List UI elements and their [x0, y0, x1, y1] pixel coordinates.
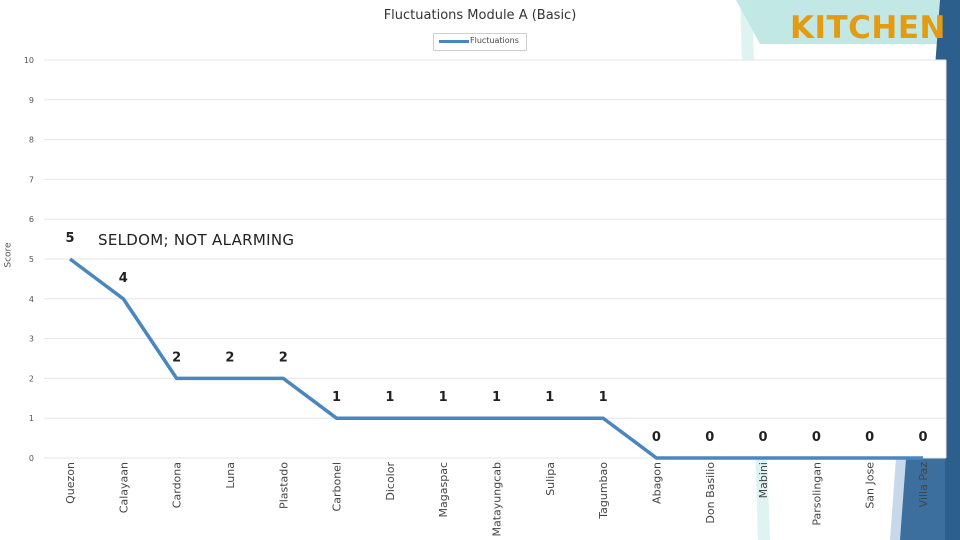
y-axis-label: Score: [3, 242, 14, 268]
y-tick-label: 1: [29, 414, 34, 423]
data-label: 1: [385, 390, 394, 405]
x-tick-label: Abagon: [650, 462, 663, 504]
data-label: 0: [652, 430, 661, 445]
y-tick-label: 6: [29, 215, 34, 224]
chart-title: Fluctuations Module A (Basic): [383, 8, 577, 23]
x-tick-label: Carbonel: [331, 462, 344, 511]
series-line-fluctuations: [68, 257, 923, 460]
x-tick-label: Calayaan: [117, 462, 130, 513]
data-label: 1: [492, 390, 501, 405]
data-label: 0: [759, 430, 768, 445]
annotation-text: SELDOM; NOT ALARMING: [98, 231, 295, 249]
data-label: 0: [918, 430, 927, 445]
y-tick-label: 0: [29, 454, 34, 463]
x-tick-label: Quezon: [64, 462, 77, 504]
data-label: 1: [439, 390, 448, 405]
y-tick-label: 7: [29, 175, 34, 184]
teal-accent-shape: [736, 0, 960, 44]
y-tick-label: 4: [29, 295, 34, 304]
data-label: 0: [865, 430, 874, 445]
x-tick-label: Villa Paz: [917, 462, 930, 508]
x-tick-label: Plastado: [277, 462, 290, 509]
x-tick-label: Don Basilio: [704, 462, 717, 524]
legend: Fluctuations: [433, 33, 527, 51]
data-label: 0: [705, 430, 714, 445]
x-tick-label: San Jose: [864, 462, 877, 509]
data-label: 4: [119, 271, 128, 286]
y-tick-label: 8: [29, 136, 34, 145]
data-label: 1: [599, 390, 608, 405]
x-tick-label: Dicolor: [384, 462, 397, 501]
x-tick-label: Matayungcab: [491, 462, 504, 537]
data-label: 0: [812, 430, 821, 445]
data-label: 5: [65, 231, 74, 246]
y-tick-label: 5: [29, 255, 34, 264]
x-tick-label: Tagumbao: [597, 462, 610, 520]
x-tick-label: Luna: [224, 462, 237, 489]
data-label: 2: [279, 350, 288, 365]
data-label: 2: [225, 350, 234, 365]
data-label: 1: [332, 390, 341, 405]
data-label: 1: [545, 390, 554, 405]
y-tick-label: 3: [29, 335, 34, 344]
data-label: 2: [172, 350, 181, 365]
legend-swatch: [439, 40, 469, 43]
y-tick-label: 10: [24, 56, 34, 65]
kitchen-label: KITCHEN: [789, 10, 946, 46]
legend-label: Fluctuations: [470, 36, 519, 45]
y-tick-label: 9: [29, 96, 34, 105]
x-tick-label: Sulipa: [544, 462, 557, 496]
x-tick-label: Parsolingan: [810, 462, 823, 526]
x-tick-label: Mabini: [757, 462, 770, 498]
x-tick-label: Cardona: [171, 462, 184, 508]
x-tick-label: Magaspac: [437, 462, 450, 517]
y-tick-label: 2: [29, 374, 34, 383]
